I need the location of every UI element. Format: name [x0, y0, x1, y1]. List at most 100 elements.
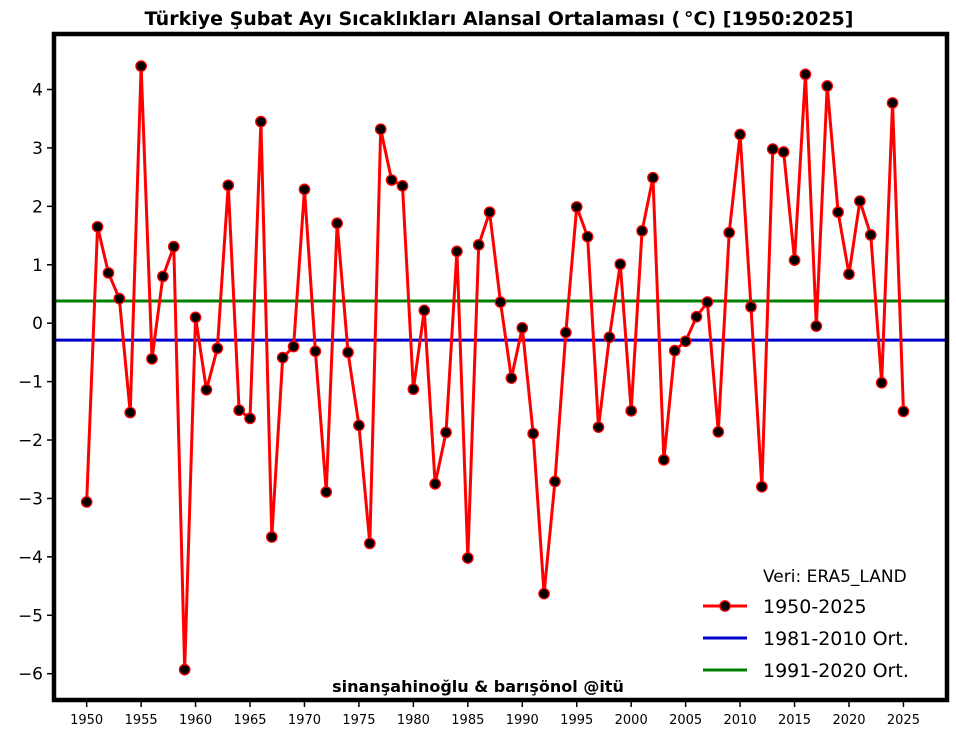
data-point-1987 [483, 206, 496, 219]
data-point-2016 [799, 68, 812, 81]
y-tick-label: −3 [18, 489, 43, 509]
y-tick-label: 1 [32, 256, 43, 276]
data-point-1995 [570, 201, 583, 213]
data-point-1963 [222, 179, 235, 192]
y-tick-label: 3 [32, 139, 43, 159]
data-point-1988 [494, 296, 507, 309]
data-point-2004 [668, 344, 681, 357]
data-point-1959 [178, 663, 191, 676]
data-point-1967 [265, 531, 278, 543]
y-tick-label: 0 [32, 314, 43, 334]
y-tick-label: −4 [18, 548, 43, 568]
x-axis: 1950 1955 1960 1965 1970 1975 1980 1985 1990 1995… [70, 700, 920, 728]
data-point-1981 [418, 304, 431, 317]
data-point-1952 [102, 267, 115, 279]
data-point-1984 [451, 245, 463, 258]
chart-title: Türkiye Şubat Ayı Sıcaklıkları Alansal O… [145, 8, 854, 30]
data-point-1991 [527, 427, 540, 440]
x-tick-label: 1975 [342, 713, 375, 728]
data-point-1973 [331, 217, 343, 230]
data-point-1969 [287, 340, 300, 353]
data-point-2017 [810, 320, 823, 332]
data-point-1978 [385, 174, 398, 186]
data-point-1992 [538, 587, 550, 600]
data-point-2015 [788, 254, 801, 266]
x-tick-label: 2015 [778, 713, 811, 728]
x-tick-label: 1985 [451, 713, 484, 728]
x-tick-label: 2020 [832, 713, 865, 728]
data-point-2012 [756, 480, 768, 493]
data-point-2003 [658, 454, 670, 466]
data-series [80, 60, 910, 676]
data-point-2011 [745, 300, 757, 313]
data-point-2013 [766, 143, 779, 155]
x-tick-label: 2025 [887, 713, 920, 728]
data-point-2009 [723, 226, 736, 239]
x-tick-label: 1965 [233, 713, 266, 728]
data-point-2008 [712, 425, 725, 438]
legend-label: 1991-2020 Ort. [763, 660, 909, 682]
x-tick-label: 1990 [506, 713, 539, 728]
x-tick-label: 2010 [724, 713, 757, 728]
data-point-1958 [167, 240, 180, 253]
data-point-1998 [603, 331, 616, 344]
legend: Veri: ERA5_LAND 1950-2025 1981-2010 Ort. 19… [703, 567, 909, 682]
x-tick-label: 1955 [125, 713, 158, 728]
data-point-2002 [647, 171, 659, 184]
y-tick-label: −6 [18, 665, 43, 685]
data-point-1955 [135, 60, 147, 72]
data-point-2020 [843, 268, 855, 280]
data-point-1971 [309, 345, 322, 358]
data-point-1951 [91, 220, 104, 233]
y-tick-label: −2 [18, 431, 43, 451]
x-tick-label: 1950 [70, 713, 103, 728]
data-point-2024 [886, 97, 899, 109]
data-point-2007 [701, 296, 714, 309]
data-point-1974 [342, 346, 354, 359]
legend-marker [719, 600, 731, 612]
data-point-1962 [211, 342, 224, 355]
data-point-2000 [625, 404, 638, 417]
data-point-1972 [320, 486, 333, 498]
data-point-1982 [429, 477, 442, 490]
data-point-1964 [233, 404, 245, 417]
plot-frame [51, 31, 950, 703]
y-axis: −6 −5 −4 −3 −2 −1 0 1 2 3 4 [18, 81, 54, 685]
data-point-2021 [854, 195, 866, 207]
data-point-1999 [614, 258, 627, 271]
data-point-1977 [374, 123, 387, 136]
data-point-1966 [255, 115, 267, 128]
data-point-2001 [636, 225, 648, 237]
data-point-1961 [200, 383, 213, 396]
x-tick-label: 2000 [615, 713, 648, 728]
data-point-1983 [440, 426, 452, 439]
data-point-1997 [592, 421, 605, 434]
data-point-1980 [407, 383, 420, 396]
data-point-1994 [559, 326, 572, 339]
legend-title: Veri: ERA5_LAND [763, 567, 907, 587]
data-point-1986 [472, 239, 485, 251]
data-point-1950 [80, 496, 93, 508]
data-point-1953 [113, 292, 126, 305]
y-tick-label: 4 [32, 81, 43, 101]
data-point-1996 [581, 230, 594, 243]
x-tick-label: 1980 [397, 713, 430, 728]
data-point-1976 [363, 537, 376, 550]
data-point-2006 [690, 310, 703, 323]
data-point-1989 [505, 372, 518, 384]
x-tick-label: 1995 [560, 713, 593, 728]
data-point-2022 [864, 229, 877, 241]
y-tick-label: −5 [18, 606, 43, 626]
y-tick-label: 2 [32, 197, 43, 217]
data-point-1957 [157, 270, 169, 283]
data-point-2018 [821, 80, 834, 92]
legend-label: 1950-2025 [763, 596, 867, 618]
data-point-1968 [276, 351, 289, 364]
data-point-1970 [298, 183, 311, 196]
data-point-2025 [897, 405, 910, 418]
data-point-1975 [353, 419, 365, 432]
data-point-2005 [679, 335, 692, 348]
x-tick-label: 1960 [179, 713, 212, 728]
credit-annotation: sinanşahinoğlu & barışönol @itü [332, 677, 624, 696]
